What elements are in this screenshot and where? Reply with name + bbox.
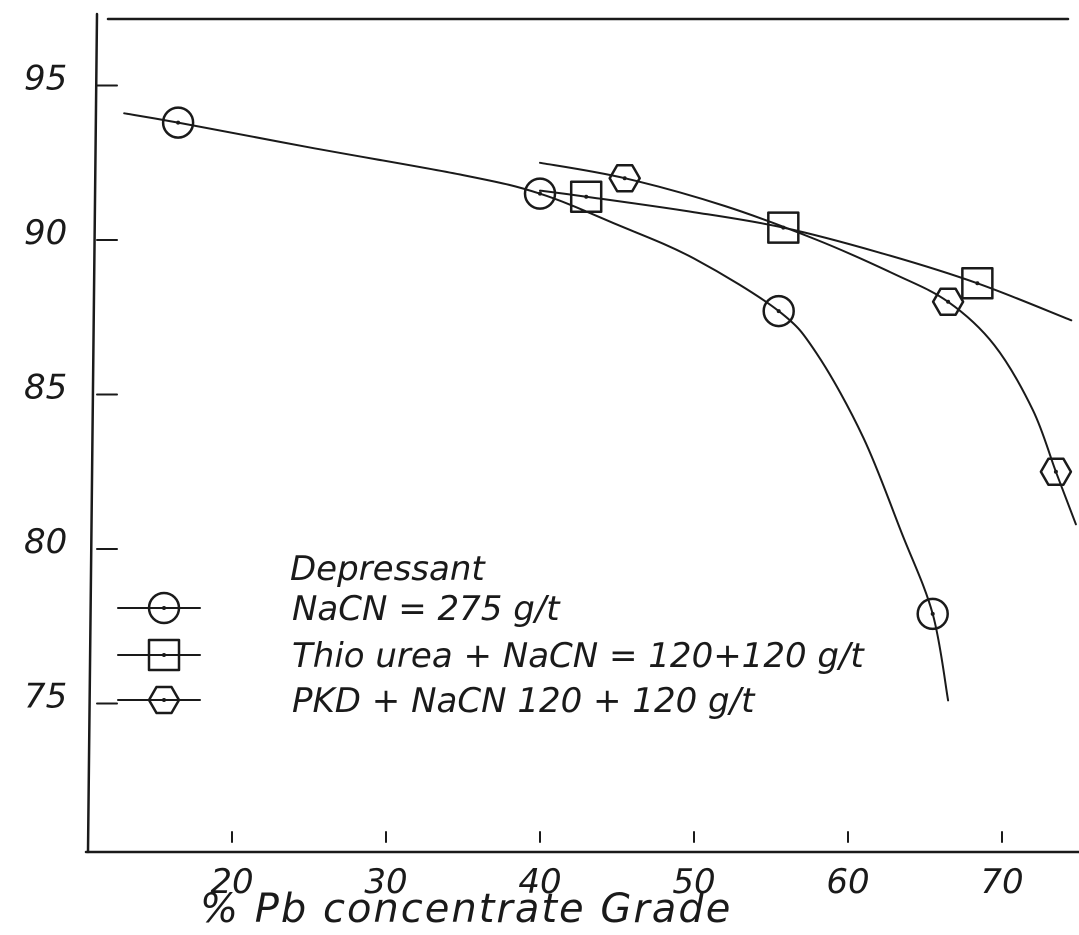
data-point-circle	[762, 294, 795, 328]
x-tick-label: 20	[210, 862, 253, 902]
series-markers	[161, 106, 1073, 631]
x-tick-label: 60	[826, 862, 869, 902]
legend-marker-hexagon	[147, 685, 181, 715]
data-point-square	[767, 211, 800, 244]
data-point-circle	[161, 106, 195, 139]
x-tick-label: 70	[980, 862, 1023, 902]
data-point-square	[569, 180, 603, 213]
data-point-hexagon	[608, 163, 641, 193]
y-tick-label: 90	[24, 213, 67, 253]
x-tick-label: 50	[672, 862, 715, 902]
x-axis-ticks: 20 30 40 50 60 70	[210, 831, 1024, 902]
data-point-hexagon	[1039, 457, 1073, 486]
data-point-circle	[916, 597, 949, 631]
legend: Depressant NaCN = 275 g/t Thio urea + NaC…	[117, 549, 865, 721]
frame	[84, 12, 1079, 854]
series-line-circle	[123, 112, 950, 702]
legend-label: Thio urea + NaCN = 120+120 g/t	[292, 636, 865, 676]
y-tick-label: 95	[24, 59, 67, 99]
y-tick-label: 80	[24, 522, 67, 562]
data-point-hexagon	[931, 287, 965, 317]
x-tick-label: 30	[364, 862, 407, 902]
y-axis-line	[86, 12, 99, 854]
x-axis-title: % Pb concentrate Grade	[200, 886, 732, 932]
legend-label: PKD + NaCN 120 + 120 g/t	[292, 681, 756, 721]
series-line-square	[539, 189, 1073, 322]
legend-marker-circle	[147, 591, 181, 625]
legend-title: Depressant	[290, 549, 486, 589]
series-line-hexagon	[539, 161, 1077, 526]
legend-label: NaCN = 275 g/t	[292, 589, 561, 629]
y-axis-ticks: 95 90 85 80 75	[24, 59, 118, 717]
legend-marker-square	[147, 638, 181, 672]
data-point-circle	[523, 177, 557, 210]
y-tick-label: 85	[24, 368, 67, 408]
data-point-square	[961, 267, 994, 300]
x-tick-label: 40	[518, 862, 561, 902]
y-tick-label: 75	[24, 677, 67, 717]
